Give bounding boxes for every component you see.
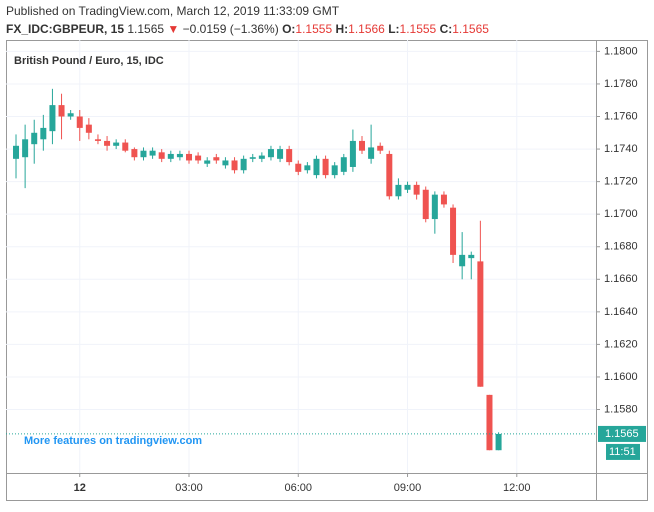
candle-body bbox=[413, 184, 420, 195]
candle-body bbox=[404, 184, 411, 190]
candle-body bbox=[67, 113, 74, 117]
candle-body bbox=[240, 158, 247, 171]
candle-body bbox=[149, 150, 156, 156]
candle-body bbox=[450, 207, 457, 255]
candle-body bbox=[122, 142, 129, 151]
x-tick-label: 12 bbox=[74, 482, 86, 494]
candle-body bbox=[22, 139, 29, 158]
candle-body bbox=[213, 157, 220, 161]
candle-body bbox=[176, 153, 183, 158]
candle-body bbox=[277, 149, 284, 159]
candle-body bbox=[104, 140, 111, 146]
candle-body bbox=[331, 165, 338, 176]
y-tick-label: 1.1660 bbox=[604, 273, 638, 285]
candle-body bbox=[85, 124, 92, 133]
candle-body bbox=[231, 160, 238, 171]
watermark[interactable]: More features on tradingview.com bbox=[24, 435, 202, 447]
x-tick-label: 06:00 bbox=[285, 482, 313, 494]
candle-body bbox=[368, 147, 375, 159]
y-tick-label: 1.1680 bbox=[604, 241, 638, 253]
l: 1.1555 bbox=[400, 22, 437, 36]
candle-body bbox=[440, 194, 447, 205]
o-label: O: bbox=[282, 22, 295, 36]
candle-body bbox=[131, 149, 138, 158]
y-tick-label: 1.1600 bbox=[604, 371, 638, 383]
plot: 1.1580 1.1600 1.1620 1.1640 1.1660 1.1680 1.17… bbox=[6, 40, 646, 494]
candle-body bbox=[204, 160, 211, 164]
h: 1.1566 bbox=[348, 22, 385, 36]
y-tick-label: 1.1580 bbox=[604, 403, 638, 415]
quote-line: FX_IDC:GBPEUR, 15 1.1565 ▼ −0.0159 (−1.3… bbox=[6, 22, 489, 36]
candle-body bbox=[422, 189, 429, 220]
y-tick-label: 1.1740 bbox=[604, 143, 638, 155]
candle-body bbox=[195, 155, 202, 161]
last: 1.1565 bbox=[127, 22, 164, 36]
symbol: FX_IDC:GBPEUR, 15 bbox=[6, 22, 124, 36]
candle-body bbox=[167, 153, 174, 159]
candle-body bbox=[431, 194, 438, 220]
candle-body bbox=[377, 145, 384, 151]
candle-body bbox=[286, 149, 293, 163]
candle-body bbox=[222, 160, 229, 166]
x-tick-label: 03:00 bbox=[175, 482, 203, 494]
candle-body bbox=[31, 132, 38, 145]
h-label: H: bbox=[335, 22, 348, 36]
candle-body bbox=[322, 158, 329, 176]
y-tick-label: 1.1640 bbox=[604, 306, 638, 318]
time-label: 11:51 bbox=[609, 446, 636, 458]
candle-body bbox=[113, 142, 120, 146]
y-tick-label: 1.1800 bbox=[604, 45, 638, 57]
candle-body bbox=[186, 153, 193, 161]
change: −0.0159 (−1.36%) bbox=[183, 22, 279, 36]
o: 1.1555 bbox=[295, 22, 332, 36]
x-tick-label: 09:00 bbox=[394, 482, 422, 494]
y-tick-label: 1.1620 bbox=[604, 338, 638, 350]
l-label: L: bbox=[388, 22, 399, 36]
candle-body bbox=[468, 254, 475, 259]
candle-body bbox=[486, 394, 493, 451]
candle-body bbox=[386, 153, 393, 197]
published: Published on TradingView.com, March 12, … bbox=[6, 4, 340, 18]
arrow: ▼ bbox=[167, 22, 179, 36]
candle-body bbox=[158, 152, 165, 159]
candle-body bbox=[359, 140, 366, 151]
candle-body bbox=[313, 158, 320, 176]
candle-body bbox=[40, 127, 47, 140]
candle-body bbox=[76, 116, 83, 128]
candle-body bbox=[13, 145, 20, 159]
candle-body bbox=[495, 433, 502, 451]
candle-body bbox=[258, 155, 265, 159]
x-tick-label: 12:00 bbox=[503, 482, 531, 494]
legend: British Pound / Euro, 15, IDC bbox=[14, 55, 164, 67]
time-label-bg bbox=[606, 443, 640, 460]
candle-body bbox=[140, 150, 147, 158]
candle-body bbox=[267, 149, 274, 158]
frame bbox=[6, 40, 648, 501]
y-tick-label: 1.1760 bbox=[604, 110, 638, 122]
price-label-bg bbox=[598, 425, 646, 442]
y-tick-label: 1.1780 bbox=[604, 78, 638, 90]
candle-body bbox=[58, 105, 65, 117]
candle-body bbox=[304, 165, 311, 171]
candle-body bbox=[459, 254, 466, 267]
candle-body bbox=[395, 184, 402, 197]
candle-body bbox=[249, 157, 256, 159]
y-tick-label: 1.1720 bbox=[604, 176, 638, 188]
candle-body bbox=[477, 261, 484, 387]
candle-body bbox=[295, 163, 302, 172]
candle-body bbox=[340, 157, 347, 172]
candle-body bbox=[49, 105, 56, 132]
c-label: C: bbox=[440, 22, 453, 36]
y-tick-label: 1.1700 bbox=[604, 208, 638, 220]
price-label: 1.1565 bbox=[605, 428, 639, 440]
candle-body bbox=[349, 140, 356, 167]
c: 1.1565 bbox=[452, 22, 489, 36]
candle-body bbox=[94, 139, 101, 141]
